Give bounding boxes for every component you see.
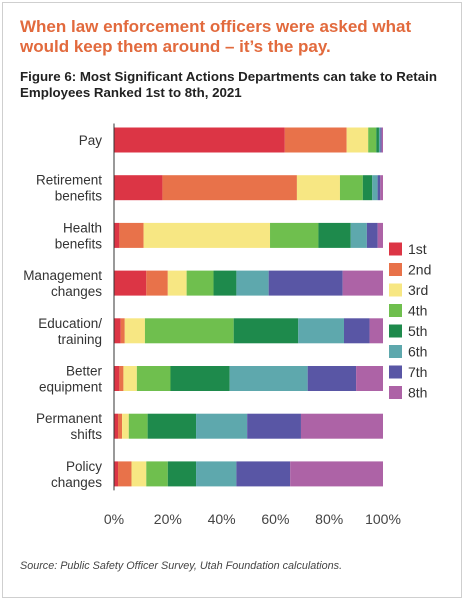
bar-segment [369, 318, 383, 344]
bar-segment [119, 366, 124, 391]
bar-segment [143, 222, 271, 248]
figure-title: Figure 6: Most Significant Actions Depar… [20, 69, 437, 100]
legend-label: 1st [408, 241, 427, 257]
category-label: Education/training [38, 316, 102, 347]
bar-segment [356, 366, 383, 391]
x-tick-label: 80% [315, 511, 343, 527]
bar-segment [268, 270, 343, 296]
bar-segment [376, 127, 379, 153]
x-tick-label: 40% [208, 511, 236, 527]
bar-segment [136, 366, 171, 391]
legend-label: 8th [408, 385, 427, 401]
category-label: Health benefits [55, 220, 103, 251]
bar-segment [120, 318, 125, 344]
bar-segment [362, 175, 373, 201]
bar-segment [366, 222, 378, 248]
bar-segment [236, 270, 269, 296]
bar-segment [372, 175, 378, 201]
legend-label: 3rd [408, 282, 428, 298]
bar-segment [128, 413, 148, 439]
bar-segment [339, 175, 363, 201]
legend-label: 4th [408, 303, 427, 319]
legend-swatch [389, 242, 402, 256]
bar-segment [114, 461, 119, 487]
bar-segment [114, 222, 120, 248]
bar-segment [118, 461, 132, 487]
legend-swatch [389, 345, 402, 358]
bar-segment [119, 222, 144, 248]
bar-segment [144, 318, 234, 344]
bar-segment [229, 366, 308, 391]
bar-segment [124, 318, 145, 344]
bar-segment [270, 222, 319, 248]
bar-segment [114, 413, 119, 439]
legend-label: 7th [408, 364, 427, 380]
category-label: Better equipment [39, 364, 103, 395]
figure-frame [2, 2, 462, 598]
bar-segment [350, 222, 367, 248]
bar-segment [114, 175, 163, 201]
bar-segment [368, 127, 377, 153]
bar-segment [290, 461, 383, 487]
bar-segment [247, 413, 301, 439]
bar-segment [377, 175, 381, 201]
legend-swatch [389, 263, 402, 276]
category-label: Permanent shifts [36, 411, 102, 442]
category-label: Retirement benefits [36, 173, 102, 204]
source-note: Source: Public Safety Officer Survey, Ut… [20, 560, 343, 572]
bar-segment [167, 270, 187, 296]
bar-segment [296, 175, 340, 201]
legend-swatch [389, 304, 402, 317]
bar-segment [344, 318, 370, 344]
legend-swatch [389, 386, 402, 399]
bar-segment [147, 413, 197, 439]
bar-segment [342, 270, 383, 296]
bar-segment [186, 270, 214, 296]
x-tick-label: 60% [261, 511, 289, 527]
legend-swatch [389, 365, 402, 379]
bar-segment [196, 413, 248, 439]
bar-segment [318, 222, 351, 248]
legend-label: 6th [408, 344, 427, 360]
bar-segment [380, 127, 382, 153]
category-label: Pay [79, 133, 103, 148]
headline: When law enforcement officers were asked… [20, 17, 412, 56]
bar-segment [298, 318, 344, 344]
bar-segment [122, 413, 129, 439]
bar-segment [114, 366, 120, 391]
bar-segment [162, 175, 297, 201]
bar-segment [146, 461, 168, 487]
bar-segment [284, 127, 347, 153]
bar-segment [114, 318, 121, 344]
legend-label: 5th [408, 323, 427, 339]
bar-segment [236, 461, 291, 487]
bar-segment [300, 413, 383, 439]
bar-segment [381, 127, 383, 153]
x-tick-label: 0% [104, 511, 124, 527]
bar-segment [346, 127, 369, 153]
bar-segment [167, 461, 197, 487]
legend-swatch [389, 324, 402, 338]
bar-segment [196, 461, 237, 487]
legend-label: 2nd [408, 262, 431, 278]
bar-segment [170, 366, 230, 391]
bar-segment [377, 222, 383, 248]
legend-swatch [389, 283, 402, 297]
bar-segment [146, 270, 168, 296]
x-tick-label: 20% [154, 511, 182, 527]
category-label: Policy changes [51, 459, 102, 490]
x-tick-label: 100% [365, 511, 401, 527]
bar-segment [131, 461, 147, 487]
bar-segment [378, 127, 381, 153]
bar-segment [123, 366, 137, 391]
bar-segment [307, 366, 357, 391]
bar-segment [114, 127, 285, 153]
bar-segment [233, 318, 299, 344]
bar-segment [380, 175, 383, 201]
bar-segment [213, 270, 237, 296]
category-label: Management changes [23, 268, 102, 299]
bar-segment [114, 270, 147, 296]
bar-segment [118, 413, 123, 439]
